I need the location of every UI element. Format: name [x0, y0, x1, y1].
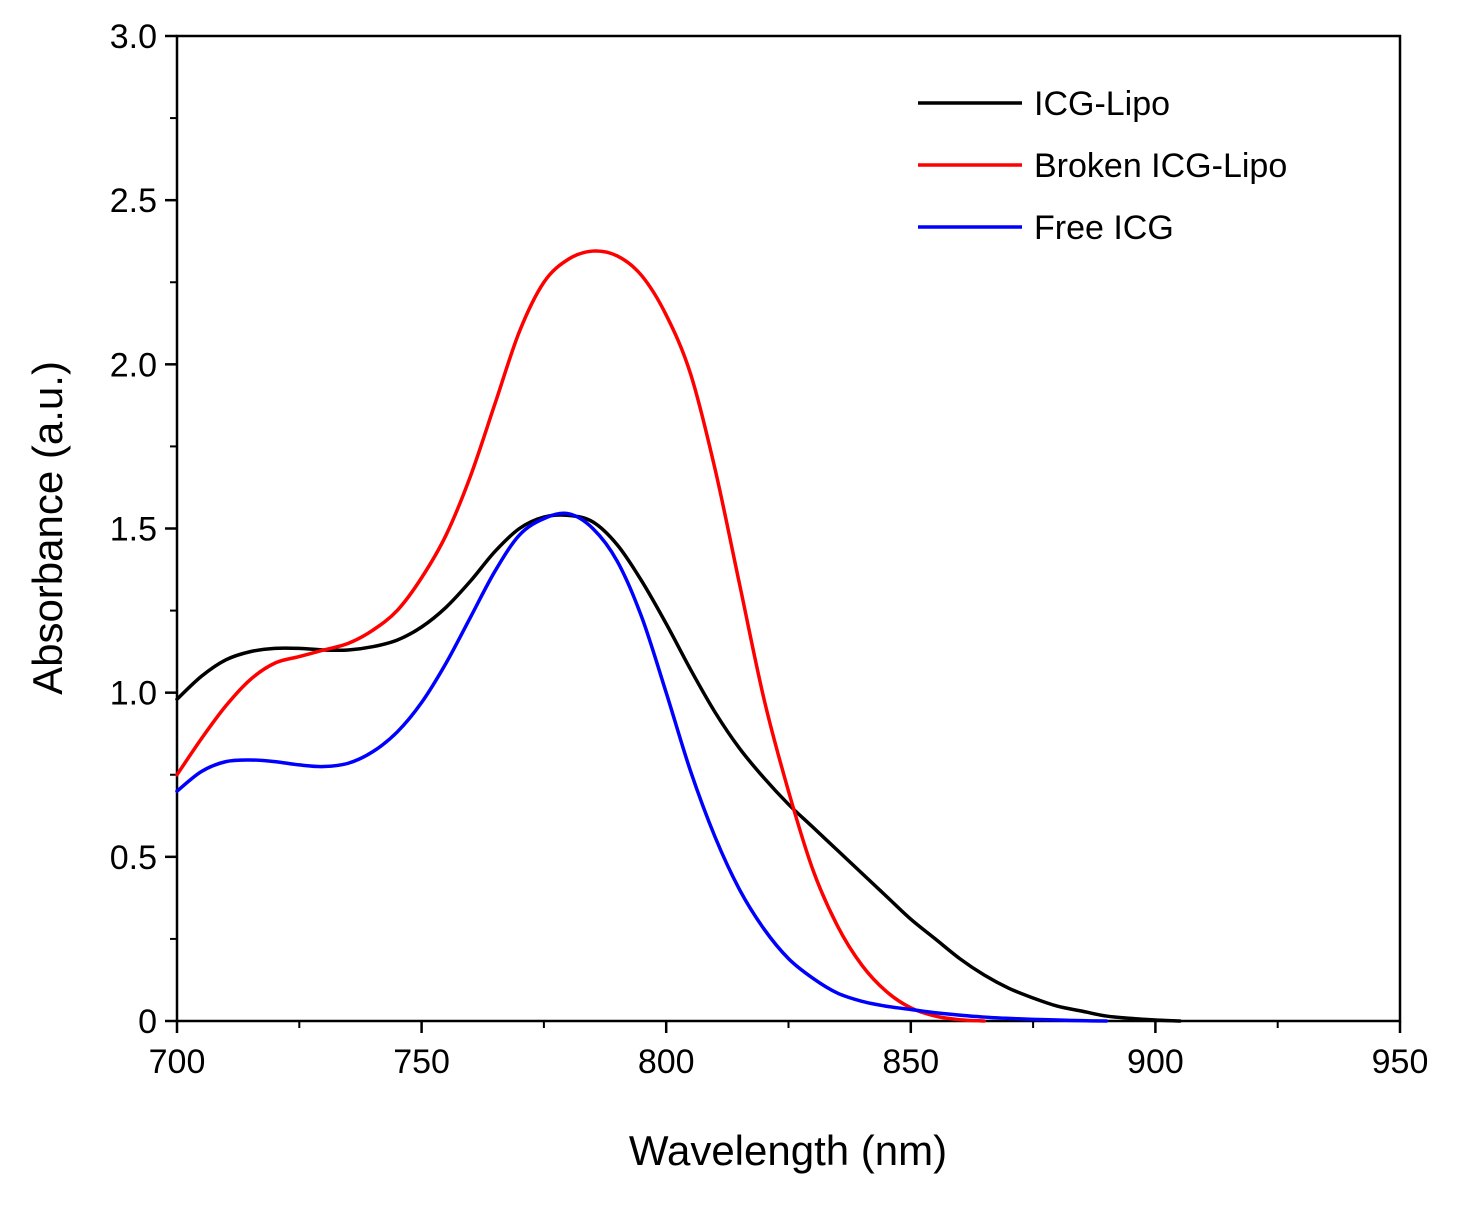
- x-tick-label: 700: [149, 1043, 206, 1081]
- series-line-broken-icg-lipo: [175, 249, 986, 1023]
- x-tick-label: 950: [1372, 1043, 1429, 1081]
- legend-label-free-icg: Free ICG: [1034, 209, 1174, 247]
- series-line-icg-lipo: [175, 513, 1182, 1023]
- y-tick-label: 1.0: [110, 675, 157, 713]
- y-axis-title: Absorbance (a.u.): [24, 361, 71, 695]
- legend-label-broken-icg-lipo: Broken ICG-Lipo: [1034, 147, 1287, 185]
- y-tick-label: 3.0: [110, 18, 157, 56]
- x-tick-label: 750: [393, 1043, 450, 1081]
- y-tick-label: 0: [138, 1003, 157, 1041]
- legend: ICG-Lipo Broken ICG-Lipo Free ICG: [918, 85, 1287, 247]
- y-tick-label: 2.5: [110, 182, 157, 220]
- x-axis-title: Wavelength (nm): [629, 1127, 947, 1174]
- x-tick-label: 900: [1127, 1043, 1184, 1081]
- y-tick-label: 1.5: [110, 511, 157, 549]
- series-line-free-icg: [175, 511, 1109, 1023]
- y-tick-label: 0.5: [110, 839, 157, 877]
- series-lines: [175, 249, 1182, 1023]
- x-tick-label: 850: [882, 1043, 939, 1081]
- axis-ticks: 700 750 800 850 900 950 0 0.5 1.0 1.5 2.0 2.5 3.0: [110, 18, 1429, 1081]
- legend-label-icg-lipo: ICG-Lipo: [1034, 85, 1170, 123]
- x-tick-label: 800: [638, 1043, 695, 1081]
- y-tick-label: 2.0: [110, 346, 157, 384]
